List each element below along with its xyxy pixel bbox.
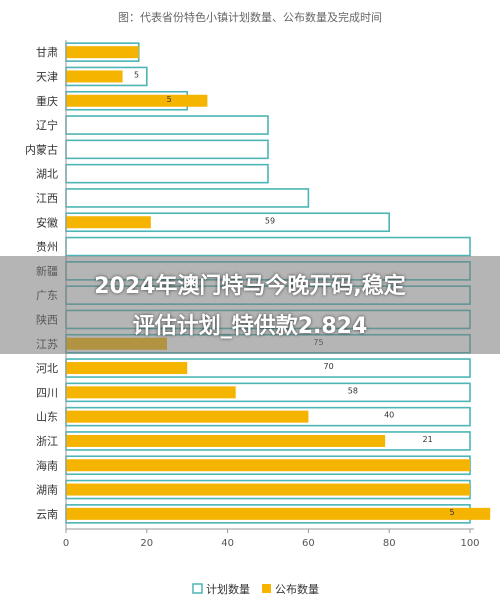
category-label: 云南 [36,508,58,521]
publish-bar [66,434,386,447]
category-label: 甘肃 [36,46,58,59]
publish-bar [66,459,470,472]
chart-title: 图：代表省份特色小镇计划数量、公布数量及完成时间 [118,10,382,24]
publish-bar [66,507,491,520]
category-label: 海南 [36,458,58,472]
x-tick-label: 0 [63,538,69,549]
data-label: 40 [384,411,394,420]
plan-bar [65,115,269,135]
legend: 计划数量 公布数量 [192,583,319,596]
x-tick-label: 100 [460,538,479,549]
x-tick-label: 60 [302,538,315,549]
plan-bar [65,163,269,184]
publish-bar [66,386,236,399]
x-tick-label: 20 [140,538,153,549]
category-label: 天津 [36,70,58,83]
legend-swatch-plan [192,583,203,594]
x-tick-label: 80 [383,538,396,549]
publish-bar [66,70,123,83]
data-label: 58 [348,386,358,395]
legend-label-plan: 计划数量 [206,583,250,596]
data-label: 59 [265,216,275,225]
publish-bar [66,46,139,59]
overlay-headline-line1: 2024年澳门特马今晚开码,稳定 [94,274,406,299]
x-tick-label: 40 [221,538,234,549]
data-label: 5 [167,95,172,104]
category-label: 贵州 [36,241,58,254]
legend-label-publish: 公布数量 [275,583,319,596]
category-label: 山东 [36,411,58,424]
category-label: 江西 [36,192,58,205]
legend-swatch-publish [262,584,271,593]
publish-bar [66,216,151,229]
category-label: 辽宁 [36,118,58,132]
category-labels: 甘肃天津重庆辽宁内蒙古湖北江西安徽贵州新疆广东陕西江苏河北四川山东浙江海南湖南云… [25,46,58,521]
publish-bar [66,362,188,375]
category-label: 河北 [36,362,58,375]
data-label: 5 [449,508,454,517]
publish-bar [66,94,208,107]
x-axis-ticks: 0 20 40 60 80 100 [63,529,480,549]
data-label: 70 [324,362,334,371]
overlay-headline-line2: 评估计划_特供款2.824 [132,314,368,339]
publish-bar [66,410,309,423]
publish-bar [66,483,470,496]
category-label: 内蒙古 [25,142,58,156]
category-label: 湖北 [36,168,58,181]
data-label: 21 [422,435,432,444]
category-label: 浙江 [36,435,58,448]
category-label: 安徽 [36,215,58,229]
data-label: 5 [134,70,139,79]
category-label: 四川 [36,386,58,399]
plan-bar [65,188,310,208]
category-label: 湖南 [36,484,58,497]
category-label: 重庆 [36,94,58,108]
plan-bar [65,139,269,160]
watermark-overlay [0,256,500,354]
plan-bar [65,236,471,257]
